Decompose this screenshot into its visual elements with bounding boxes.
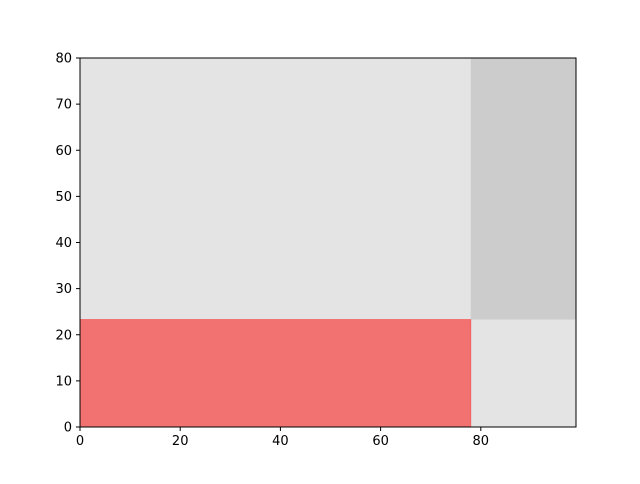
x-tick-label: 40: [272, 434, 289, 449]
y-tick-label: 40: [55, 236, 72, 251]
y-tick-label: 0: [64, 421, 72, 436]
chart-regions: [79, 58, 576, 428]
y-tick-label: 30: [55, 282, 72, 297]
y-tick-label: 80: [55, 52, 72, 67]
y-tick-label: 10: [55, 374, 72, 389]
y-tick-label: 70: [55, 98, 72, 113]
x-tick-label: 20: [172, 434, 189, 449]
x-tick-label: 80: [473, 434, 490, 449]
y-tick-label: 50: [55, 190, 72, 205]
y-tick-label: 60: [55, 144, 72, 159]
x-tick-label: 0: [76, 434, 84, 449]
region-right-band: [470, 58, 576, 320]
y-tick-label: 20: [55, 328, 72, 343]
region-highlight: [79, 319, 472, 428]
x-tick-label: 60: [372, 434, 389, 449]
chart-axes: 0 20 40 60 80 0 10 20 30 40 50 60 70 80: [55, 52, 577, 449]
